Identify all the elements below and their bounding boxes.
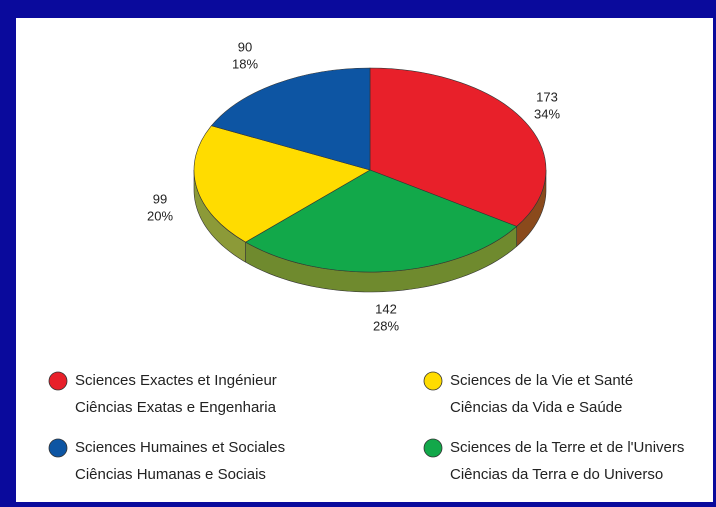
legend-label-pt: Ciências Humanas e Sociais	[75, 466, 266, 483]
percent-label: 20%	[147, 208, 173, 223]
legend-label: Sciences de la Terre et de l'Univers	[450, 439, 684, 456]
value-label: 99	[153, 191, 167, 206]
legend-label-pt: Ciências da Terra e do Universo	[450, 466, 663, 483]
legend-marker	[423, 371, 443, 391]
legend-marker	[48, 438, 68, 458]
legend-label: Sciences de la Vie et Santé	[450, 372, 633, 389]
legend-label: Sciences Humaines et Sociales	[75, 439, 285, 456]
value-label: 90	[238, 39, 252, 54]
pie-slice	[193, 125, 371, 243]
value-label: 173	[536, 89, 558, 104]
legend-marker	[423, 438, 443, 458]
percent-label: 34%	[534, 106, 560, 121]
legend-marker	[48, 371, 68, 391]
pie-slice	[210, 67, 371, 171]
legend-label-pt: Ciências Exatas e Engenharia	[75, 399, 277, 416]
legend-label-pt: Ciências da Vida e Saúde	[450, 399, 622, 416]
pie-slice	[244, 169, 518, 273]
percent-label: 28%	[373, 318, 399, 333]
percent-label: 18%	[232, 56, 258, 71]
legend-label: Sciences Exactes et Ingénieur	[75, 372, 277, 389]
value-label: 142	[375, 301, 397, 316]
